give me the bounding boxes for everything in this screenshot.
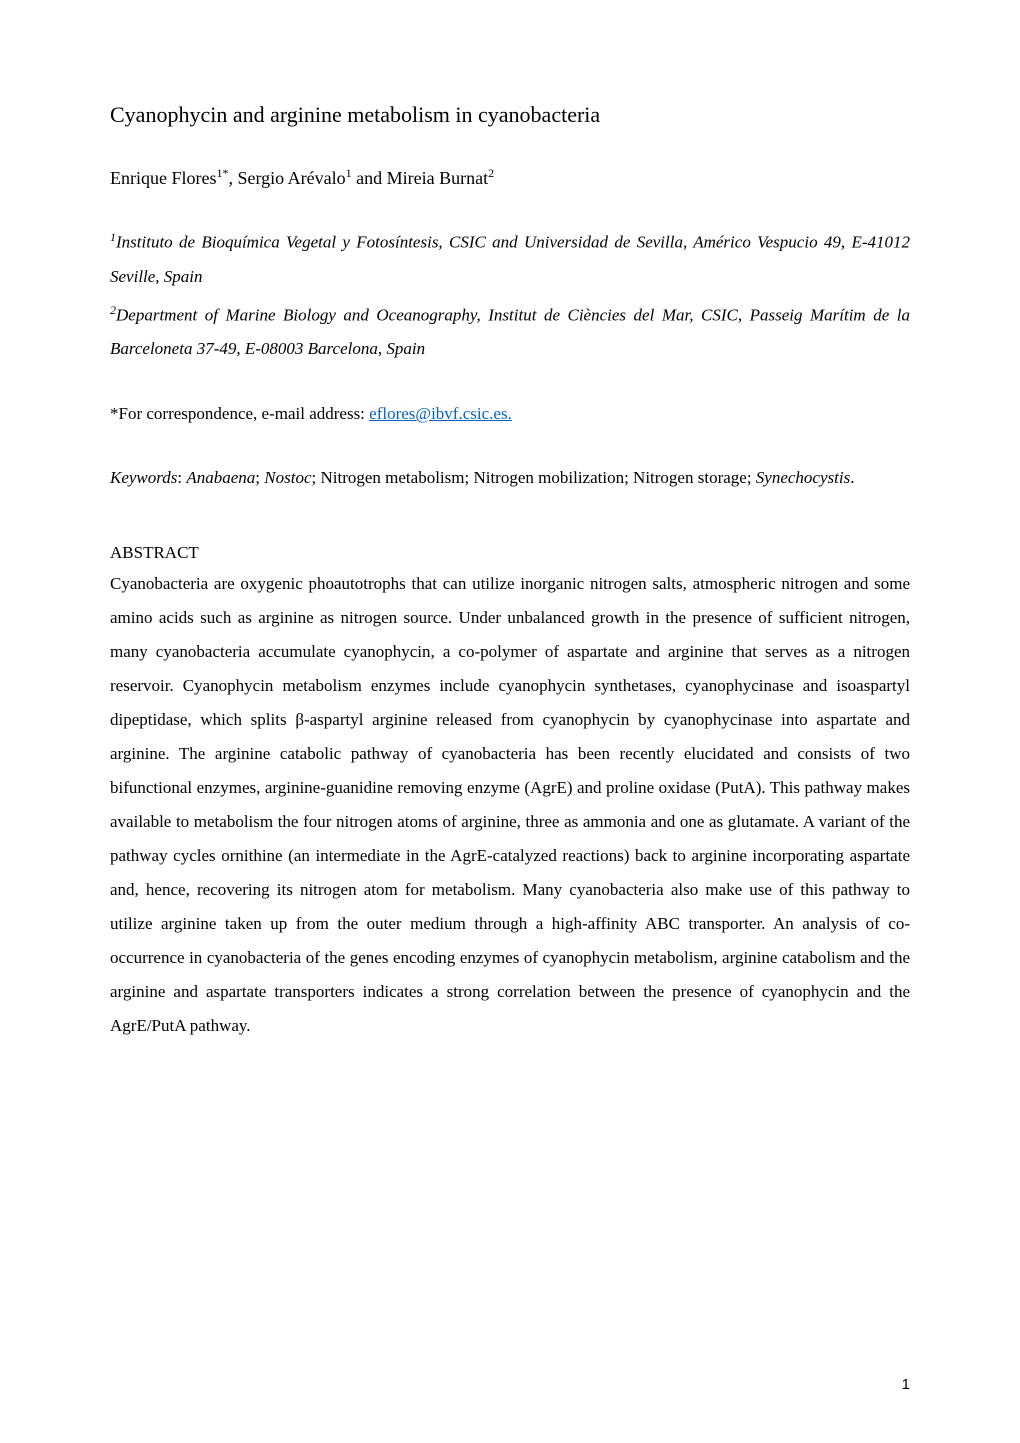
abstract-heading: ABSTRACT	[110, 543, 910, 563]
correspondence-line: *For correspondence, e-mail address: efl…	[110, 400, 910, 427]
author-affil-sup: 2	[488, 166, 494, 180]
affil-text: Department of Marine Biology and Oceanog…	[110, 305, 910, 358]
affil-text: Instituto de Bioquímica Vegetal y Fotosí…	[110, 233, 910, 286]
page-number: 1	[902, 1376, 910, 1393]
author-name: , Sergio Arévalo	[228, 168, 345, 188]
abstract-body: Cyanobacteria are oxygenic phoautotrophs…	[110, 567, 910, 1043]
affiliation-2: 2Department of Marine Biology and Oceano…	[110, 298, 910, 367]
keywords-colon: :	[177, 468, 186, 487]
author-affil-sup: 1*	[216, 166, 228, 180]
keyword-sep: ;	[255, 468, 264, 487]
author-name: and Mireia Burnat	[352, 168, 488, 188]
keywords-block: Keywords: Anabaena; Nostoc; Nitrogen met…	[110, 461, 910, 495]
keyword-item: Nostoc	[264, 468, 311, 487]
keyword-item: Synechocystis	[756, 468, 850, 487]
keyword-item: Anabaena	[186, 468, 255, 487]
authors-line: Enrique Flores1*, Sergio Arévalo1 and Mi…	[110, 165, 910, 191]
keyword-rest: ; Nitrogen metabolism; Nitrogen mobiliza…	[312, 468, 756, 487]
paper-title: Cyanophycin and arginine metabolism in c…	[110, 100, 910, 131]
affiliations-block: 1Instituto de Bioquímica Vegetal y Fotos…	[110, 225, 910, 366]
author-name: Enrique Flores	[110, 168, 216, 188]
correspondence-email-link[interactable]: eflores@ibvf.csic.es.	[369, 404, 512, 423]
correspondence-prefix: *For correspondence, e-mail address:	[110, 404, 369, 423]
affiliation-1: 1Instituto de Bioquímica Vegetal y Fotos…	[110, 225, 910, 294]
keywords-label: Keywords	[110, 468, 177, 487]
keyword-period: .	[850, 468, 854, 487]
